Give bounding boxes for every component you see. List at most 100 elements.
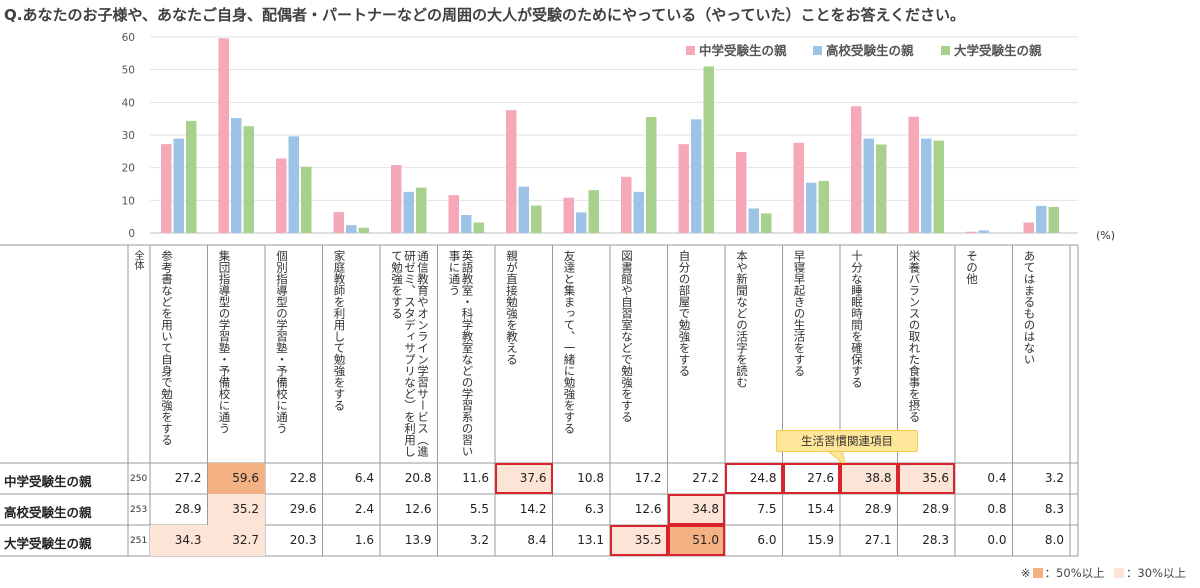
table-cell: 38.8: [840, 463, 898, 494]
table-cell: 20.3: [289, 533, 317, 547]
table-cell: 20.8: [404, 471, 432, 485]
bar: [748, 208, 759, 233]
category-label: 十分な睡眠時間を確保する: [850, 250, 864, 388]
bar: [346, 225, 357, 233]
table-cell: 5.5: [469, 502, 489, 516]
bar: [1048, 206, 1059, 233]
level30-swatch: [1113, 568, 1124, 578]
bar: [921, 138, 932, 233]
bar: [1023, 222, 1034, 233]
row-label: 中学受験生の親: [4, 474, 92, 489]
legend-swatch: [941, 46, 950, 55]
table-cell: 15.4: [807, 502, 834, 516]
category-label: 参考書などを用いて自身で勉強をする: [160, 250, 174, 446]
bar: [531, 205, 542, 233]
table-cell: 35.5: [610, 525, 668, 556]
bar: [518, 186, 529, 233]
bar: [876, 144, 887, 233]
table-cell: 28.9: [864, 502, 892, 516]
y-tick-label: 40: [122, 97, 135, 109]
table-cell: 28.3: [922, 533, 949, 547]
footnote-prefix: ※: [1020, 566, 1031, 580]
table-cell: 24.8: [725, 463, 783, 494]
bar: [506, 110, 517, 233]
category-label: 友達と集まって、一緒に勉強をする: [562, 250, 577, 434]
bar: [633, 191, 644, 233]
table-cell: 8.3: [1044, 502, 1064, 516]
y-tick-label: 0: [128, 228, 135, 240]
table-cell: 8.0: [1044, 533, 1064, 547]
bar: [461, 215, 472, 233]
table-cell: 1.6: [354, 533, 374, 547]
category-label: 早寝早起きの生活をする: [792, 250, 807, 377]
table-cell: 13.1: [577, 533, 604, 547]
table-cell: 7.5: [757, 502, 777, 516]
bar: [231, 118, 242, 233]
bar: [288, 136, 299, 233]
bar: [621, 176, 632, 233]
level50-swatch: [1032, 568, 1043, 578]
table-cell: 32.7: [207, 525, 265, 556]
category-label: 図書館や自習室などで勉強をする: [620, 250, 634, 423]
bar: [173, 138, 184, 233]
bar: [793, 142, 804, 233]
bar: [416, 187, 427, 233]
table-cell: 22.8: [289, 471, 317, 485]
category-label: 英語教室・科学教室などの学習系の習い事に通う: [447, 250, 475, 457]
footnote: ※ ：50%以上 ：30%以上: [1021, 565, 1186, 581]
bar: [761, 213, 772, 233]
bar: [333, 212, 344, 233]
category-label: あてはまるものはない: [1022, 250, 1037, 365]
bar: [243, 126, 254, 233]
table-cell: 27.2: [692, 471, 719, 485]
bar: [161, 144, 172, 233]
table-cell: 2.4: [354, 502, 374, 516]
table-cell: 28.9: [922, 502, 949, 516]
legend-label: 中学受験生の親: [699, 43, 787, 58]
row-sample-size: 251: [130, 536, 148, 546]
table-cell: 27.2: [174, 471, 202, 485]
y-tick-label: 20: [122, 163, 135, 175]
legend-swatch: [813, 46, 822, 55]
bar: [473, 222, 484, 233]
bar: [563, 197, 574, 233]
table-cell: 6.3: [584, 502, 604, 516]
legend-item: 高校受験生の親: [813, 40, 914, 59]
table-cell: 34.3: [150, 525, 208, 556]
category-label: 栄養バランスの取れた食事を摂る: [907, 250, 922, 423]
table-cell: 0.8: [987, 502, 1007, 516]
table-cell: 10.8: [577, 471, 604, 485]
table-cell: 3.2: [469, 533, 489, 547]
legend-label: 大学受験生の親: [954, 43, 1042, 58]
row-sample-size: 250: [130, 474, 148, 484]
bar: [933, 140, 944, 233]
bar: [703, 66, 714, 234]
bar: [736, 151, 747, 233]
category-label: 通信教育やオンライン学習サービス（進研ゼミ、スタディサプリなど）を利用して勉強を…: [390, 250, 430, 457]
table-cell: 11.6: [462, 471, 489, 485]
bar: [646, 117, 657, 233]
table-cell: 14.2: [519, 502, 547, 516]
unit-label: (%): [1096, 229, 1116, 242]
table-cell: 12.6: [634, 502, 662, 516]
bar: [966, 231, 977, 233]
table-cell: 0.0: [987, 533, 1007, 547]
legend-swatch: [686, 46, 695, 55]
table-cell: 27.1: [864, 533, 892, 547]
bar: [403, 191, 414, 233]
table-cell: 51.0: [667, 525, 725, 556]
bar: [276, 158, 287, 233]
table-cell: 6.4: [354, 471, 374, 485]
legend-item: 中学受験生の親: [686, 40, 787, 59]
table-cell: 59.6: [207, 463, 265, 494]
bar: [1036, 205, 1047, 233]
table-cell: 35.2: [207, 494, 265, 525]
legend-item: 大学受験生の親: [941, 40, 1042, 59]
table-cell: 35.6: [897, 463, 955, 494]
category-label: 家庭教師を利用して勉強をする: [332, 250, 347, 411]
bar: [588, 190, 599, 233]
bar: [691, 119, 702, 233]
bar: [218, 38, 229, 233]
category-label: 本や新聞などの活字を読む: [735, 250, 749, 388]
